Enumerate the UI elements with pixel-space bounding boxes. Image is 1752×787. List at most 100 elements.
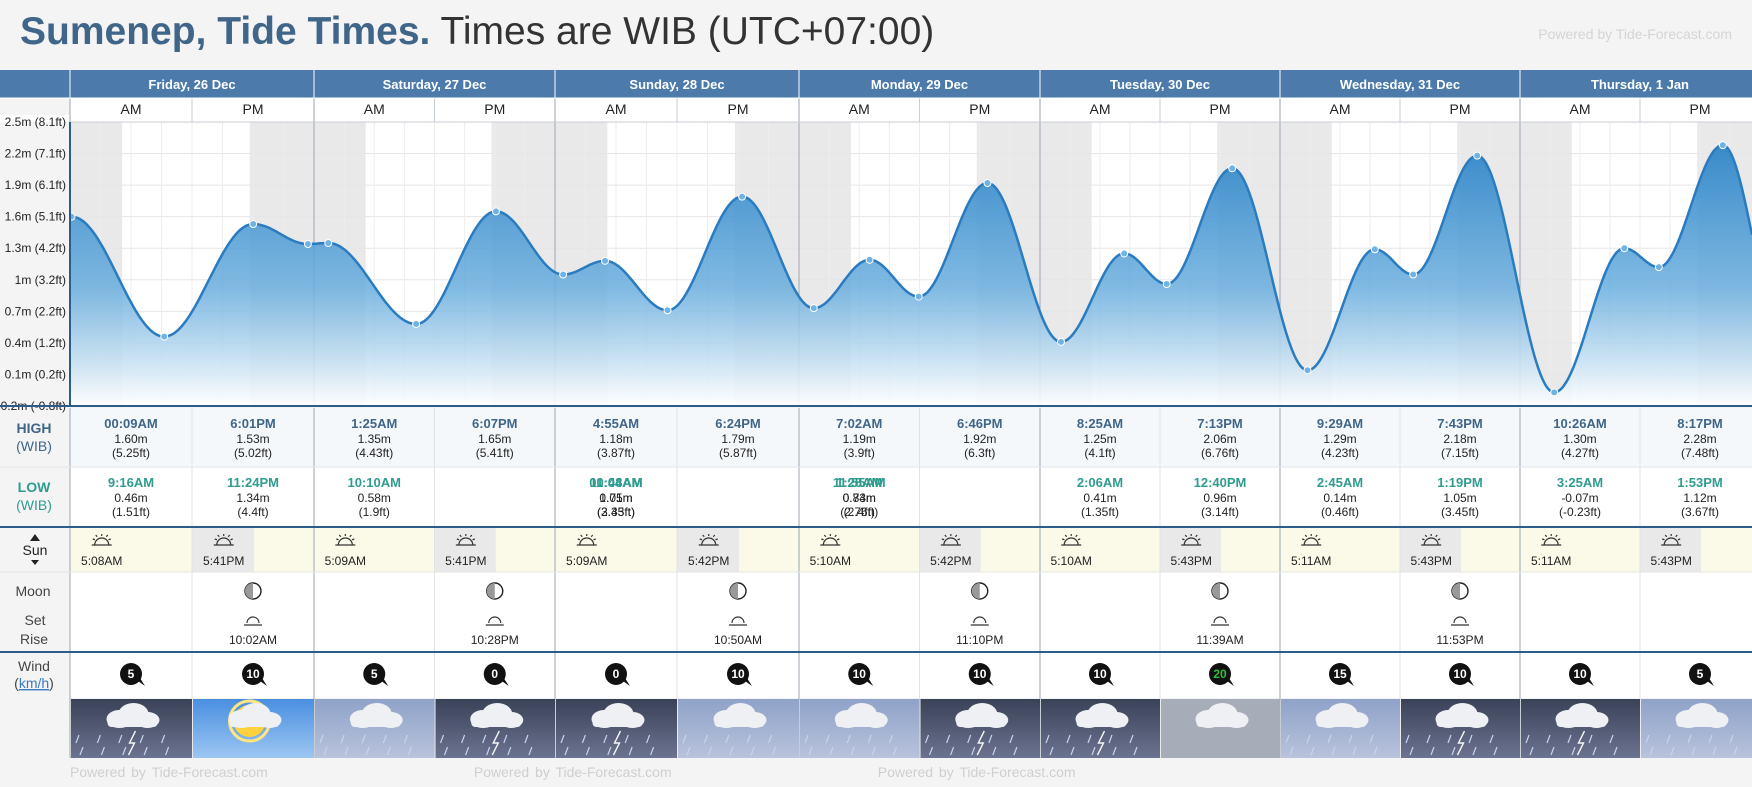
powered-by-bottom[interactable]: Powered by Tide-Forecast.com Powered by … bbox=[70, 764, 1076, 780]
low-tide-height-ft: (3.14ft) bbox=[1201, 505, 1239, 519]
tide-extreme-point[interactable] bbox=[412, 319, 421, 328]
sunrise-time: 5:09AM bbox=[325, 554, 366, 568]
low-tide-height-ft: (1.9ft) bbox=[359, 505, 390, 519]
tide-extreme-point[interactable] bbox=[1303, 366, 1312, 375]
tide-extreme-point[interactable] bbox=[914, 292, 923, 301]
sunrise-icon bbox=[1301, 534, 1322, 546]
tide-extreme-point[interactable] bbox=[1654, 263, 1663, 272]
pm-header: PM bbox=[484, 101, 505, 117]
storm-cloud-icon bbox=[435, 699, 555, 758]
timezone-note: Times are WIB (UTC+07:00) bbox=[440, 10, 935, 53]
sunrise-icon bbox=[1541, 534, 1562, 546]
tide-extreme-point[interactable] bbox=[1550, 388, 1559, 397]
tide-extreme-point[interactable] bbox=[1370, 245, 1379, 254]
wind-speed: 10 bbox=[973, 667, 987, 681]
low-tide-height-ft: (2.33ft) bbox=[597, 505, 635, 519]
tide-extreme-point[interactable] bbox=[601, 256, 610, 265]
high-tide-time: 6:24PM bbox=[715, 416, 761, 431]
tide-extreme-point[interactable] bbox=[68, 212, 76, 221]
day-header: Thursday, 1 Jan bbox=[1591, 77, 1689, 92]
sunset-time: 5:43PM bbox=[1651, 554, 1692, 568]
sunset-highlight bbox=[434, 528, 496, 572]
sunset-icon bbox=[1181, 534, 1202, 546]
wind-speed: 5 bbox=[371, 667, 378, 681]
storm-cloud-icon bbox=[556, 699, 677, 758]
wind-row-label: Wind bbox=[18, 658, 50, 674]
tide-extreme-point[interactable] bbox=[663, 306, 672, 315]
tide-extreme-point[interactable] bbox=[1228, 164, 1237, 173]
low-tide-height-m: 0.14m bbox=[1323, 491, 1356, 505]
sunrise-time: 5:08AM bbox=[81, 554, 122, 568]
sunrise-time: 5:11AM bbox=[1291, 554, 1331, 568]
day-header: Friday, 26 Dec bbox=[148, 77, 235, 92]
tide-extreme-point[interactable] bbox=[1718, 141, 1727, 150]
wind-speed: 10 bbox=[246, 667, 260, 681]
sunrise-icon bbox=[91, 534, 112, 546]
high-row-tz: (WIB) bbox=[16, 438, 52, 454]
sunset-time: 5:43PM bbox=[1171, 554, 1212, 568]
wind-speed: 5 bbox=[1697, 667, 1704, 681]
tide-extreme-point[interactable] bbox=[491, 207, 500, 216]
tide-extreme-point[interactable] bbox=[738, 192, 747, 201]
high-tide-time: 8:17PM bbox=[1677, 416, 1723, 431]
tide-extreme-point[interactable] bbox=[865, 255, 874, 264]
wind-unit-label[interactable]: (km/h) bbox=[14, 675, 54, 691]
tide-extreme-point[interactable] bbox=[1120, 249, 1129, 258]
rain-cloud-icon bbox=[1281, 699, 1400, 758]
ampm-header-band bbox=[0, 98, 1752, 122]
low-tide-height-m: 0.96m bbox=[1203, 491, 1236, 505]
day-header: Sunday, 28 Dec bbox=[629, 77, 724, 92]
tide-extreme-point[interactable] bbox=[809, 304, 818, 313]
high-tide-height-ft: (5.87ft) bbox=[719, 446, 757, 460]
y-tick-label: 1.9m (6.1ft) bbox=[5, 178, 66, 192]
wind-unit-link[interactable]: km/h bbox=[19, 675, 49, 691]
tide-extreme-point[interactable] bbox=[559, 270, 568, 279]
y-tick-label: 0.4m (1.2ft) bbox=[5, 336, 66, 350]
tide-extreme-point[interactable] bbox=[249, 220, 258, 229]
sunrise-icon bbox=[576, 534, 597, 546]
high-tide-height-ft: (7.48ft) bbox=[1681, 446, 1719, 460]
moon-phase-icon bbox=[244, 582, 262, 600]
high-tide-height-ft: (5.25ft) bbox=[112, 446, 150, 460]
pm-header: PM bbox=[243, 101, 264, 117]
powered-by-top[interactable]: Powered by Tide-Forecast.com bbox=[1538, 26, 1732, 42]
tide-extreme-point[interactable] bbox=[303, 240, 312, 249]
high-tide-height-ft: (5.02ft) bbox=[234, 446, 272, 460]
low-tide-height-m: 1.34m bbox=[236, 491, 269, 505]
sunrise-time: 5:09AM bbox=[566, 554, 607, 568]
sun-row-label: Sun bbox=[23, 542, 48, 558]
moon-phase-icon bbox=[1451, 582, 1469, 600]
low-tide-time: 3:25AM bbox=[1557, 475, 1603, 490]
cloud-icon bbox=[1161, 699, 1280, 758]
high-tide-height-m: 2.18m bbox=[1443, 432, 1476, 446]
wind-arrow-icon bbox=[242, 663, 267, 686]
wind-speed: 10 bbox=[1573, 667, 1587, 681]
high-tide-height-ft: (4.23ft) bbox=[1321, 446, 1359, 460]
am-header: AM bbox=[606, 101, 627, 117]
low-tide-time: 2:06AM bbox=[1077, 475, 1123, 490]
moon-phase-icon bbox=[971, 582, 989, 600]
wind-speed: 10 bbox=[853, 667, 867, 681]
y-tick-label: 1.3m (4.2ft) bbox=[5, 241, 66, 255]
moonrise-icon bbox=[729, 616, 747, 626]
tide-extreme-point[interactable] bbox=[1057, 337, 1065, 346]
low-row-label: LOW bbox=[18, 479, 51, 495]
low-tide-height-m: 0.71m bbox=[599, 491, 632, 505]
wind-arrow-icon bbox=[968, 663, 994, 686]
tide-extreme-point[interactable] bbox=[1473, 151, 1482, 160]
tide-extreme-point[interactable] bbox=[160, 332, 169, 341]
high-tide-height-ft: (6.3ft) bbox=[964, 446, 995, 460]
tide-extreme-point[interactable] bbox=[324, 238, 333, 247]
low-tide-time: 10:10AM bbox=[348, 475, 401, 490]
sunset-time: 5:43PM bbox=[1411, 554, 1452, 568]
tide-extreme-point[interactable] bbox=[1620, 244, 1629, 253]
wind-arrow-icon bbox=[363, 663, 389, 686]
sunset-icon bbox=[940, 534, 961, 546]
tide-extreme-point[interactable] bbox=[1162, 279, 1171, 288]
tide-extreme-point[interactable] bbox=[1409, 270, 1418, 279]
tide-extreme-point[interactable] bbox=[983, 179, 992, 188]
low-tide-height-m: 0.46m bbox=[114, 491, 147, 505]
wind-speed: 20 bbox=[1213, 667, 1227, 681]
pm-header: PM bbox=[1690, 101, 1711, 117]
am-header: AM bbox=[121, 101, 142, 117]
